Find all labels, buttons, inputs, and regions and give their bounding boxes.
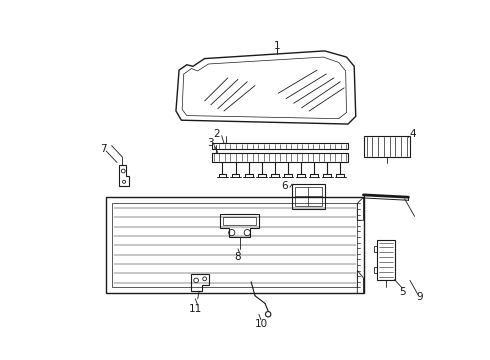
Text: 5: 5 xyxy=(399,287,406,297)
Text: 9: 9 xyxy=(417,292,423,302)
Text: 10: 10 xyxy=(255,319,268,329)
Text: 7: 7 xyxy=(100,144,107,154)
Text: 8: 8 xyxy=(235,252,241,262)
Text: 1: 1 xyxy=(273,41,280,50)
Text: 4: 4 xyxy=(409,129,416,139)
Text: 6: 6 xyxy=(281,181,288,191)
Text: 11: 11 xyxy=(189,304,202,314)
Text: 3: 3 xyxy=(207,138,214,148)
Text: 2: 2 xyxy=(213,129,220,139)
